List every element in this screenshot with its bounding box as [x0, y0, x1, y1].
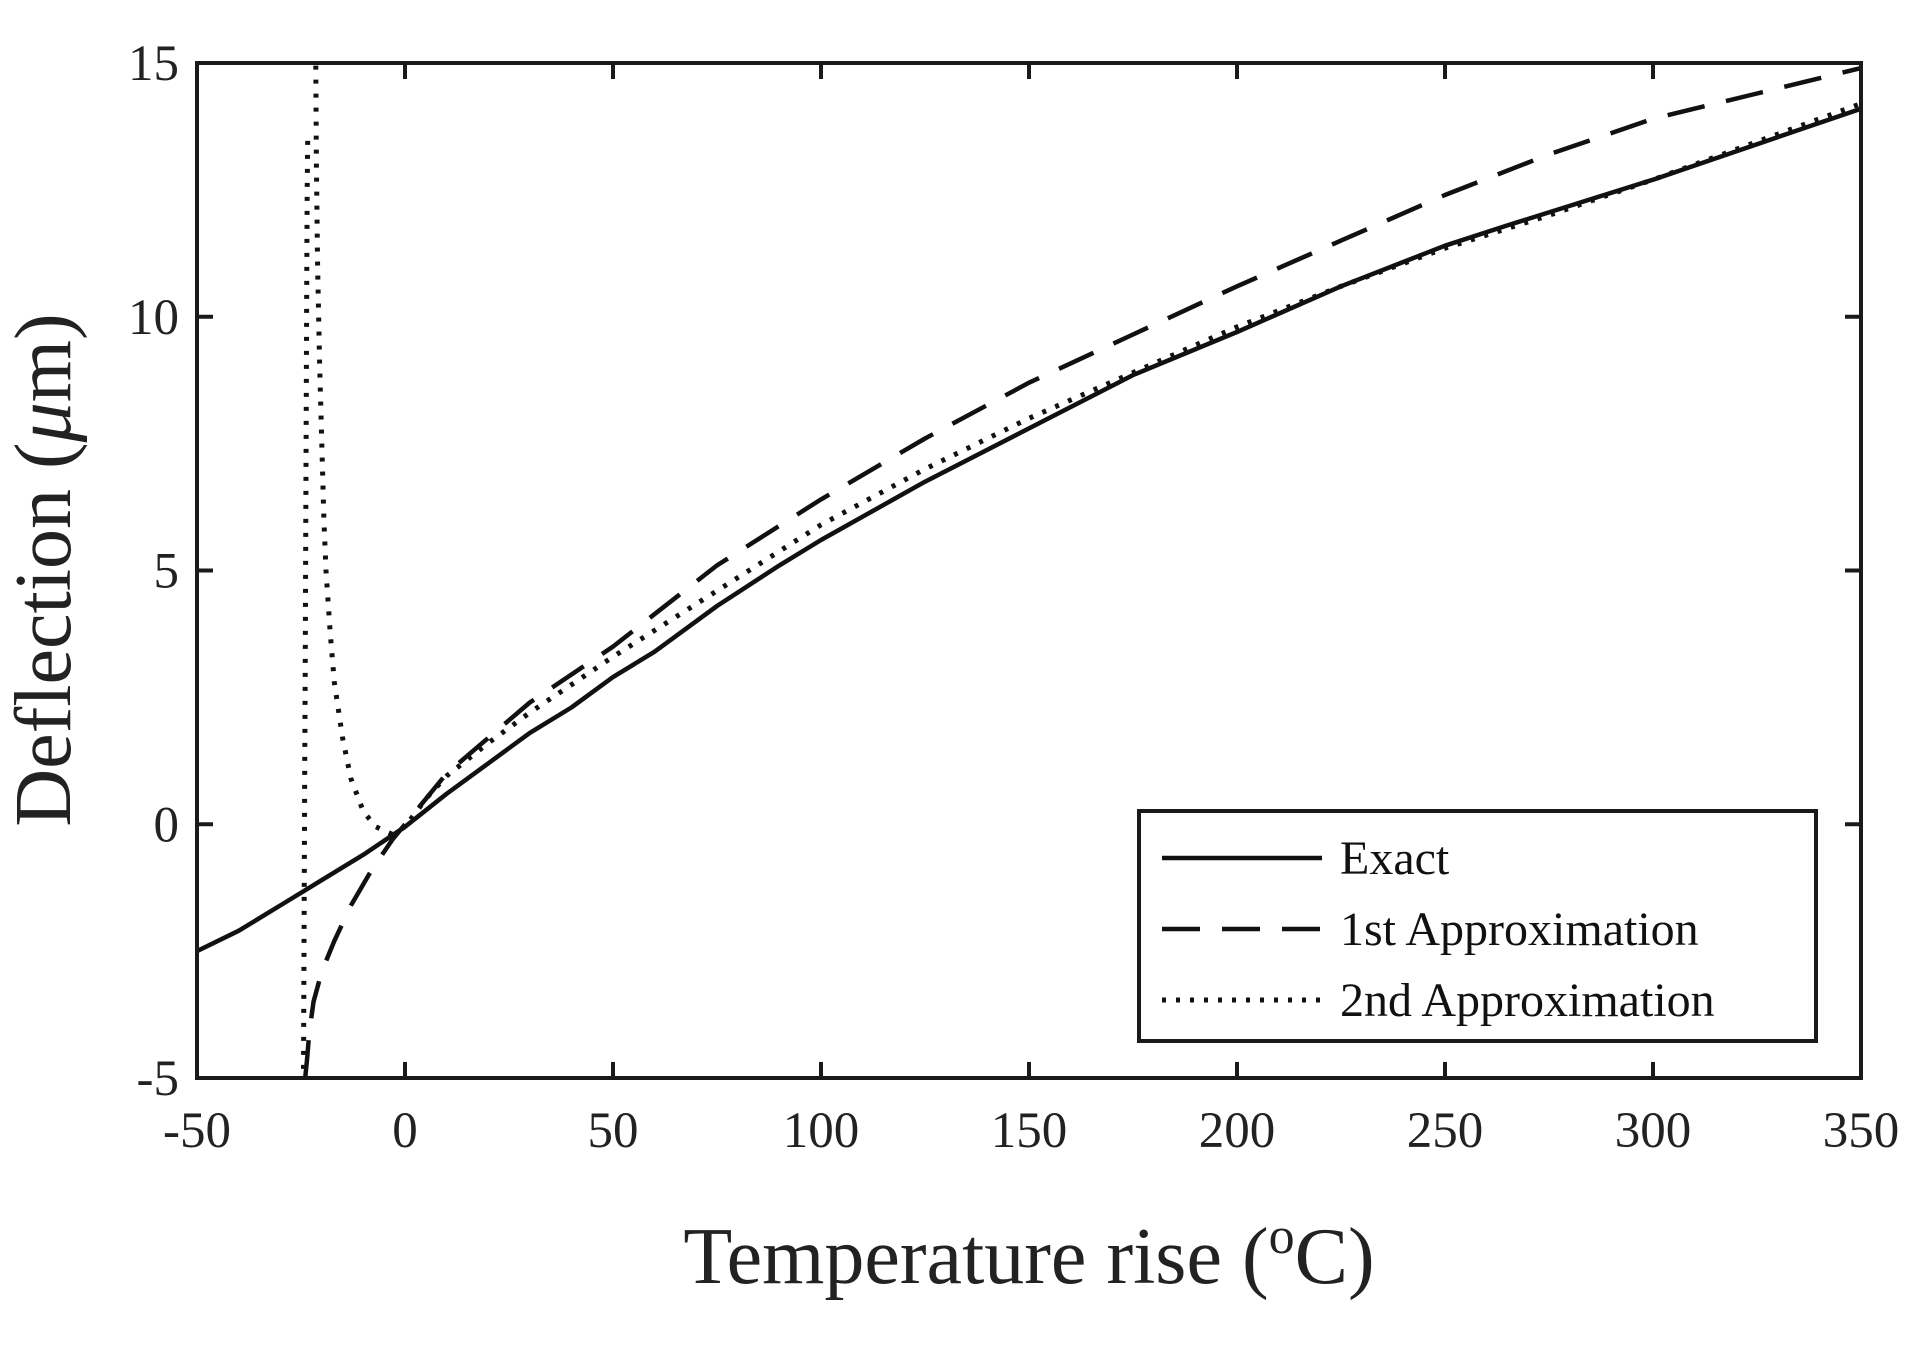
x-tick-label: 350 [1823, 1103, 1900, 1159]
x-axis-title-main: Temperature rise [683, 1213, 1222, 1301]
x-tick-label: 300 [1615, 1103, 1692, 1159]
legend-label-2nd-approximation: 2nd Approximation [1340, 974, 1715, 1027]
y-tick-label: 10 [128, 290, 179, 346]
x-tick-label: 250 [1407, 1103, 1484, 1159]
x-axis-title-degree: o [1269, 1208, 1295, 1265]
series-line-1st-approximation [302, 65, 1861, 1078]
ticks-layer [195, 61, 1863, 1080]
x-axis-title-paren: ( [1242, 1213, 1269, 1301]
series-line-2nd-approximation [300, 139, 311, 1078]
y-axis-title-main: Deflection [0, 489, 88, 827]
legend-label-exact: Exact [1340, 832, 1450, 885]
x-tick-label: -50 [163, 1103, 231, 1159]
x-tick-label: 200 [1199, 1103, 1276, 1159]
y-tick-label: 5 [154, 544, 180, 600]
y-tick-label: -5 [137, 1051, 179, 1107]
legend-box [1137, 809, 1818, 1043]
x-tick-label: 50 [588, 1103, 639, 1159]
x-tick-label: 100 [783, 1103, 860, 1159]
y-tick-label: 15 [128, 36, 179, 92]
y-tick-label: 0 [154, 797, 180, 853]
series-line-2nd-approximation-branch [313, 63, 1861, 837]
x-tick-label: 150 [991, 1103, 1068, 1159]
y-axis-title: Deflection (μm) [0, 313, 88, 826]
x-axis-title-unit: C) [1295, 1213, 1375, 1301]
y-axis-title-unit: m) [0, 313, 88, 402]
x-tick-label: 0 [392, 1103, 418, 1159]
legend: Exact 1st Approximation 2nd Approximatio… [1137, 809, 1818, 1043]
legend-label-1st-approximation: 1st Approximation [1340, 903, 1699, 956]
x-axis-title: Temperature rise (oC) [683, 1208, 1374, 1301]
y-axis-title-paren: ( [0, 442, 88, 489]
y-axis-title-mu: μ [0, 402, 88, 443]
series-layer [197, 63, 1861, 1078]
